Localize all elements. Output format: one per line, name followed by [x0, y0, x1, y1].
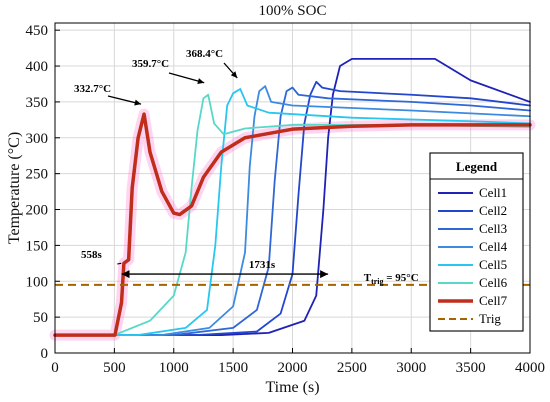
series-layer [49, 57, 536, 341]
legend-label-cell4: Cell4 [479, 239, 508, 254]
y-tick-label: 0 [41, 346, 49, 362]
y-tick-label: 200 [26, 203, 49, 219]
legend-layer: Legend Cell1 Cell2 Cell3 Cell4 Cell5 Cell6 Cell… [429, 152, 524, 332]
series-cell6 [54, 93, 531, 336]
legend-label-cell6: Cell6 [479, 275, 508, 290]
annotation-1731s: 1731s [249, 259, 276, 271]
y-tick-label: 300 [26, 131, 49, 147]
annotation-558s: 558s [81, 249, 103, 261]
y-tick-label: 100 [26, 274, 49, 290]
x-tick-label: 4000 [515, 360, 545, 376]
annotation-332-7: 332.7°C [74, 83, 111, 95]
trig-label-main: T [364, 272, 372, 284]
x-tick-label: 2500 [337, 360, 367, 376]
series-cell5 [54, 88, 531, 336]
y-tick-label: 450 [26, 23, 49, 39]
x-tick-label: 1000 [159, 360, 189, 376]
annotation-368-4: 368.4°C [186, 48, 223, 60]
x-tick-label: 2000 [278, 360, 308, 376]
annotation-332-7-arrow-head [134, 99, 142, 106]
y-axis-label: Temperature (°C) [6, 132, 23, 244]
y-tick-label: 350 [26, 95, 49, 111]
legend-label-cell2: Cell2 [479, 203, 507, 218]
x-tick-label: 3500 [456, 360, 486, 376]
trig-label-sub: trig [371, 277, 383, 286]
trig-label-tail: = 95°C [384, 272, 419, 284]
x-axis-label: Time (s) [265, 379, 319, 396]
annotation-359-7: 359.7°C [132, 58, 169, 70]
series-cell4 [54, 85, 531, 336]
legend-label-cell5: Cell5 [479, 257, 507, 272]
legend-label-cell7: Cell7 [479, 293, 508, 308]
y-tick-label: 50 [33, 310, 48, 326]
annotation-layer: 332.7°C 359.7°C 368.4°C 558s 1731s Ttrig = 95… [74, 48, 419, 286]
legend-label-cell1: Cell1 [479, 185, 507, 200]
series-cell7 [53, 112, 532, 337]
trig-label: Ttrig = 95°C [364, 272, 419, 286]
y-tick-label: 250 [26, 167, 49, 183]
annotation-368-4-arrow-head [230, 71, 238, 78]
legend-label-trig: Trig [479, 311, 501, 326]
annotation-558s-line [117, 262, 122, 265]
x-tick-label: 500 [103, 360, 126, 376]
chart-title: 100% SOC [259, 3, 327, 19]
x-tick-label: 0 [51, 360, 59, 376]
legend-box [429, 152, 524, 332]
legend-title: Legend [456, 159, 498, 174]
x-tick-label: 3000 [396, 360, 426, 376]
annotation-359-7-arrow-head [197, 78, 205, 84]
y-tick-label: 150 [26, 238, 49, 254]
duration-arrow-right-head [320, 270, 329, 279]
y-tick-label: 400 [26, 59, 49, 75]
x-tick-label: 1500 [218, 360, 248, 376]
series-cell2 [54, 80, 531, 336]
legend-label-cell3: Cell3 [479, 221, 507, 236]
duration-arrow-left-head [121, 270, 130, 279]
